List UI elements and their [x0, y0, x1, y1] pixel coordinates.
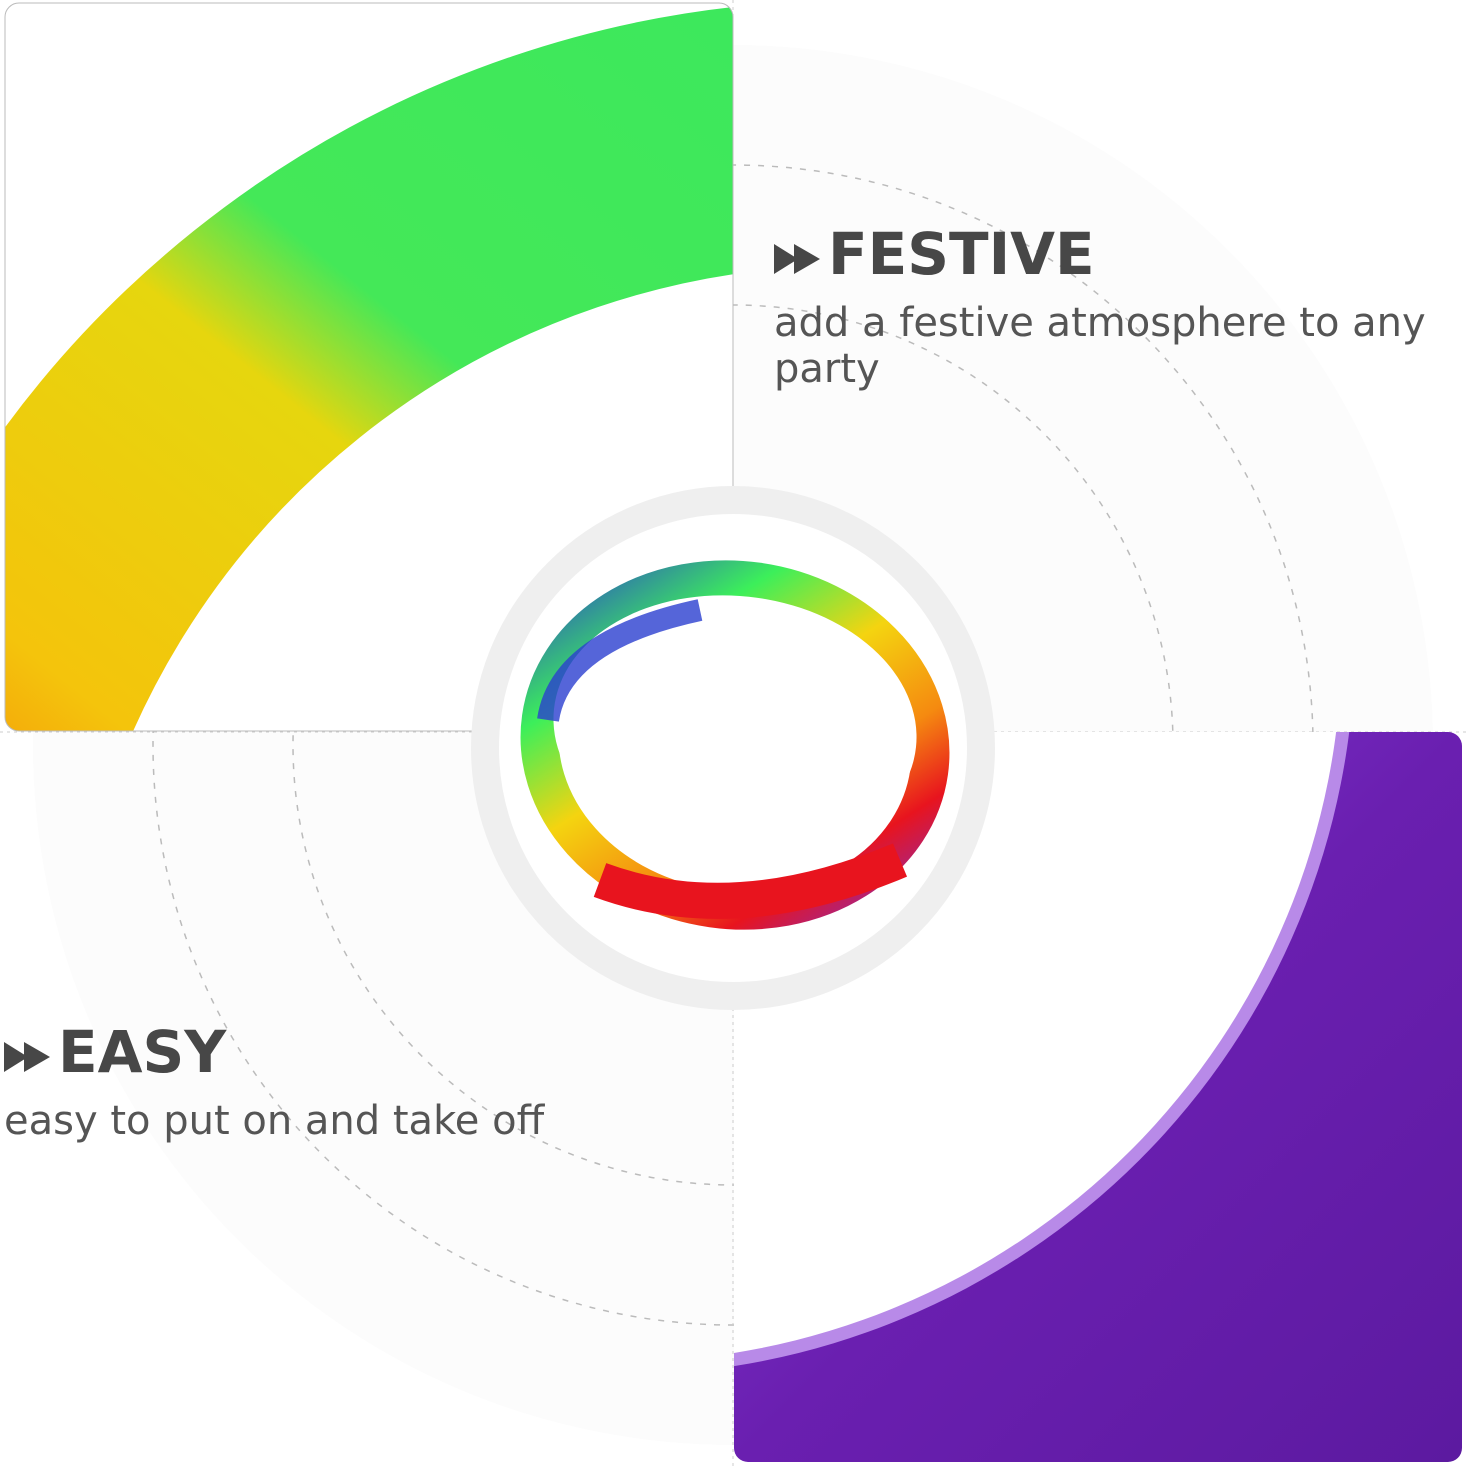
- fast-forward-icon: [4, 1018, 52, 1086]
- closeup-yellow-green-panel: [5, 3, 733, 731]
- feature-description: add a festive atmosphere to any party: [774, 300, 1426, 392]
- bracelet: [520, 560, 950, 930]
- feature-title: FESTIVE: [828, 220, 1095, 288]
- feature-easy: EASY easy to put on and take off: [4, 1018, 704, 1144]
- feature-festive: FESTIVE add a festive atmosphere to any …: [774, 220, 1454, 392]
- feature-title: EASY: [58, 1018, 227, 1086]
- fast-forward-icon: [774, 220, 822, 288]
- feature-description: easy to put on and take off: [4, 1098, 545, 1144]
